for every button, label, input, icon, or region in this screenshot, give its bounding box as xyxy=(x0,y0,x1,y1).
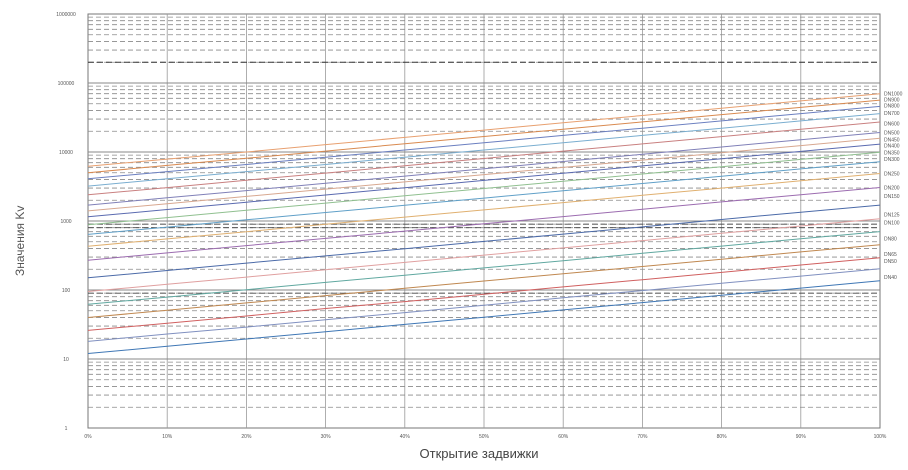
series-label: DN40 xyxy=(884,275,897,281)
y-tick-label: 1000 xyxy=(60,219,71,225)
series-line-dn700 xyxy=(87,113,881,187)
series-line-dn800 xyxy=(87,105,881,180)
x-tick-labels: 0% 10% 20% 30% 40% 50% 60% 70% 80% 90% 100% xyxy=(84,434,887,440)
series-line-dn250 xyxy=(87,173,881,247)
x-tick-label: 10% xyxy=(162,434,173,440)
y-axis-label: Значения Kv xyxy=(13,205,27,276)
series-labels: DN1000DN900DN800DN700DN600DN500DN450DN40… xyxy=(884,92,903,281)
series-line-dn900 xyxy=(87,99,881,174)
series-line-dn400 xyxy=(87,143,881,218)
series-label: DN800 xyxy=(884,104,900,110)
x-tick-label: 0% xyxy=(84,434,92,440)
series-label: DN250 xyxy=(884,171,900,177)
series-line-dn50 xyxy=(87,268,881,342)
series-label: DN350 xyxy=(884,151,900,157)
series-label: DN65 xyxy=(884,252,897,258)
series-label: DN100 xyxy=(884,221,900,227)
series-label: DN900 xyxy=(884,97,900,103)
series-label: DN125 xyxy=(884,212,900,218)
series-line-dn450 xyxy=(87,137,881,212)
series-line-dn125 xyxy=(87,218,881,292)
x-tick-label: 70% xyxy=(637,434,648,440)
y-tick-label: 100 xyxy=(62,288,71,294)
series-line-dn65 xyxy=(87,257,881,331)
series-label: DN80 xyxy=(884,236,897,242)
series-label: DN600 xyxy=(884,121,900,127)
y-tick-label: 10000 xyxy=(59,150,73,156)
x-tick-label: 90% xyxy=(796,434,807,440)
series-label: DN50 xyxy=(884,259,897,265)
series-line-dn350 xyxy=(87,151,881,226)
series-line-dn500 xyxy=(87,132,881,206)
series-line-dn300 xyxy=(87,161,881,235)
series-line-dn150 xyxy=(87,204,881,279)
series-label: DN150 xyxy=(884,194,900,200)
series-label: DN300 xyxy=(884,157,900,163)
y-tick-labels: 1 10 100 1000 10000 100000 1000000 xyxy=(56,12,76,432)
chart-grid xyxy=(87,13,881,429)
series-label: DN700 xyxy=(884,111,900,117)
series-label: DN1000 xyxy=(884,92,903,98)
series-line-dn80 xyxy=(87,244,881,318)
series-label: DN200 xyxy=(884,186,900,192)
x-tick-label: 60% xyxy=(558,434,569,440)
x-tick-label: 30% xyxy=(321,434,332,440)
x-tick-label: 100% xyxy=(874,434,887,440)
y-tick-label: 1000000 xyxy=(56,12,76,18)
x-axis-label: Открытие задвижки xyxy=(419,446,539,461)
x-tick-label: 20% xyxy=(241,434,252,440)
series-lines xyxy=(87,93,881,354)
series-label: DN400 xyxy=(884,144,900,150)
series-line-dn100 xyxy=(87,231,881,305)
x-tick-label: 40% xyxy=(400,434,411,440)
series-line-dn40 xyxy=(87,280,881,354)
series-label: DN500 xyxy=(884,130,900,136)
series-line-dn200 xyxy=(87,187,881,261)
series-label: DN450 xyxy=(884,137,900,143)
y-tick-label: 100000 xyxy=(58,81,75,87)
x-tick-label: 50% xyxy=(479,434,490,440)
y-tick-label: 10 xyxy=(63,357,69,363)
series-line-dn1000 xyxy=(87,93,881,167)
x-tick-label: 80% xyxy=(717,434,728,440)
series-line-dn600 xyxy=(87,121,881,196)
y-tick-label: 1 xyxy=(65,426,68,432)
